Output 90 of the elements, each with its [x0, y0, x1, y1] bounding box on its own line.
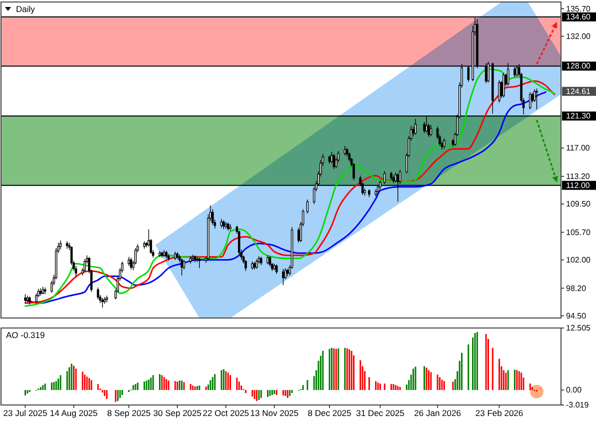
- x-tick-label: 23 Jul 2025: [3, 408, 48, 418]
- candlestick: [66, 240, 68, 250]
- candlestick: [35, 293, 38, 303]
- candlestick: [390, 172, 392, 180]
- y-tick-label: 132.00: [566, 32, 592, 41]
- y-tick-label: 12.505: [566, 324, 592, 333]
- candlestick: [528, 92, 532, 110]
- candlestick: [430, 124, 432, 136]
- candlestick: [286, 268, 289, 277]
- x-tick-label: 31 Dec 2025: [356, 408, 405, 418]
- candlestick: [143, 240, 146, 250]
- ref-line-label: 134.60: [566, 12, 592, 22]
- candlestick: [163, 250, 166, 258]
- y-tick-label: 0.00: [566, 386, 582, 395]
- candlestick: [44, 287, 46, 294]
- candlestick: [443, 138, 446, 150]
- candlestick: [306, 199, 309, 214]
- x-tick-label: 30 Sep 2025: [153, 408, 202, 418]
- ref-line-label: 121.30: [566, 112, 592, 121]
- candlestick: [344, 145, 346, 156]
- candlestick: [224, 222, 228, 229]
- candlestick: [176, 252, 179, 260]
- y-tick-label: 105.70: [566, 228, 592, 237]
- y-tick-label: 109.50: [566, 200, 592, 209]
- ref-line-label: 128.00: [566, 62, 592, 71]
- y-tick-label: 98.20: [566, 284, 587, 293]
- y-tick-label: 117.00: [566, 144, 590, 153]
- candlestick: [174, 251, 176, 260]
- candlestick: [103, 296, 106, 304]
- candlestick: [536, 88, 538, 110]
- candlestick: [414, 118, 417, 136]
- x-tick-label: 14 Aug 2025: [50, 408, 98, 418]
- candlestick: [498, 80, 500, 103]
- x-tick-label: 13 Nov 2025: [250, 408, 299, 418]
- x-tick-label: 26 Jan 2026: [414, 408, 462, 418]
- candlestick: [165, 250, 168, 259]
- candlestick: [130, 257, 132, 270]
- candlestick: [268, 256, 272, 267]
- chart-title: Daily: [16, 4, 36, 14]
- candlestick: [273, 263, 276, 271]
- candlestick: [260, 256, 262, 266]
- y-tick-label: 94.50: [566, 311, 587, 320]
- candlestick: [275, 264, 278, 274]
- candlestick: [374, 188, 377, 197]
- chart-title: AO -0.319: [6, 330, 46, 340]
- y-tick-label: 102.00: [566, 255, 592, 264]
- candlestick: [189, 256, 192, 264]
- candlestick: [220, 218, 223, 228]
- candlestick: [328, 155, 331, 164]
- candlestick: [42, 286, 44, 294]
- y-tick-label: 135.70: [566, 4, 592, 14]
- candlestick: [194, 255, 196, 262]
- candlestick: [84, 258, 86, 272]
- x-tick-label: 22 Oct 2025: [202, 408, 250, 418]
- candlestick: [212, 208, 214, 226]
- candlestick: [256, 258, 258, 270]
- candlestick: [167, 254, 170, 261]
- candlestick: [226, 222, 230, 232]
- candlestick: [128, 256, 130, 266]
- x-tick-label: 8 Sep 2025: [107, 408, 151, 418]
- candlestick: [28, 296, 31, 305]
- candlestick: [229, 224, 232, 232]
- candlestick: [368, 188, 370, 198]
- candlestick: [160, 251, 164, 258]
- candlestick: [26, 295, 29, 303]
- candlestick: [59, 240, 62, 250]
- candlestick: [502, 72, 505, 98]
- y-tick-label: -3.019: [566, 400, 590, 410]
- x-tick-label: 8 Dec 2025: [308, 408, 352, 418]
- candlestick: [222, 220, 225, 230]
- candlestick: [198, 257, 201, 268]
- candlestick: [180, 258, 183, 276]
- candlestick: [192, 254, 194, 261]
- text: 124.61: [566, 86, 592, 96]
- candlestick: [253, 262, 256, 270]
- candlestick: [332, 154, 336, 170]
- x-tick-label: 23 Feb 2026: [475, 408, 524, 418]
- candlestick: [266, 255, 269, 265]
- candlestick: [244, 260, 247, 272]
- candlestick: [101, 298, 104, 308]
- candlestick: [106, 295, 108, 303]
- ref-line-label: 112.00: [566, 180, 590, 190]
- candlestick: [158, 250, 161, 258]
- y-tick-label: 113.20: [566, 172, 590, 181]
- candlestick: [96, 287, 100, 300]
- candlestick: [251, 261, 254, 270]
- candlestick: [282, 268, 284, 286]
- candlestick: [392, 175, 395, 184]
- candlestick: [40, 288, 42, 296]
- candlestick: [24, 294, 26, 304]
